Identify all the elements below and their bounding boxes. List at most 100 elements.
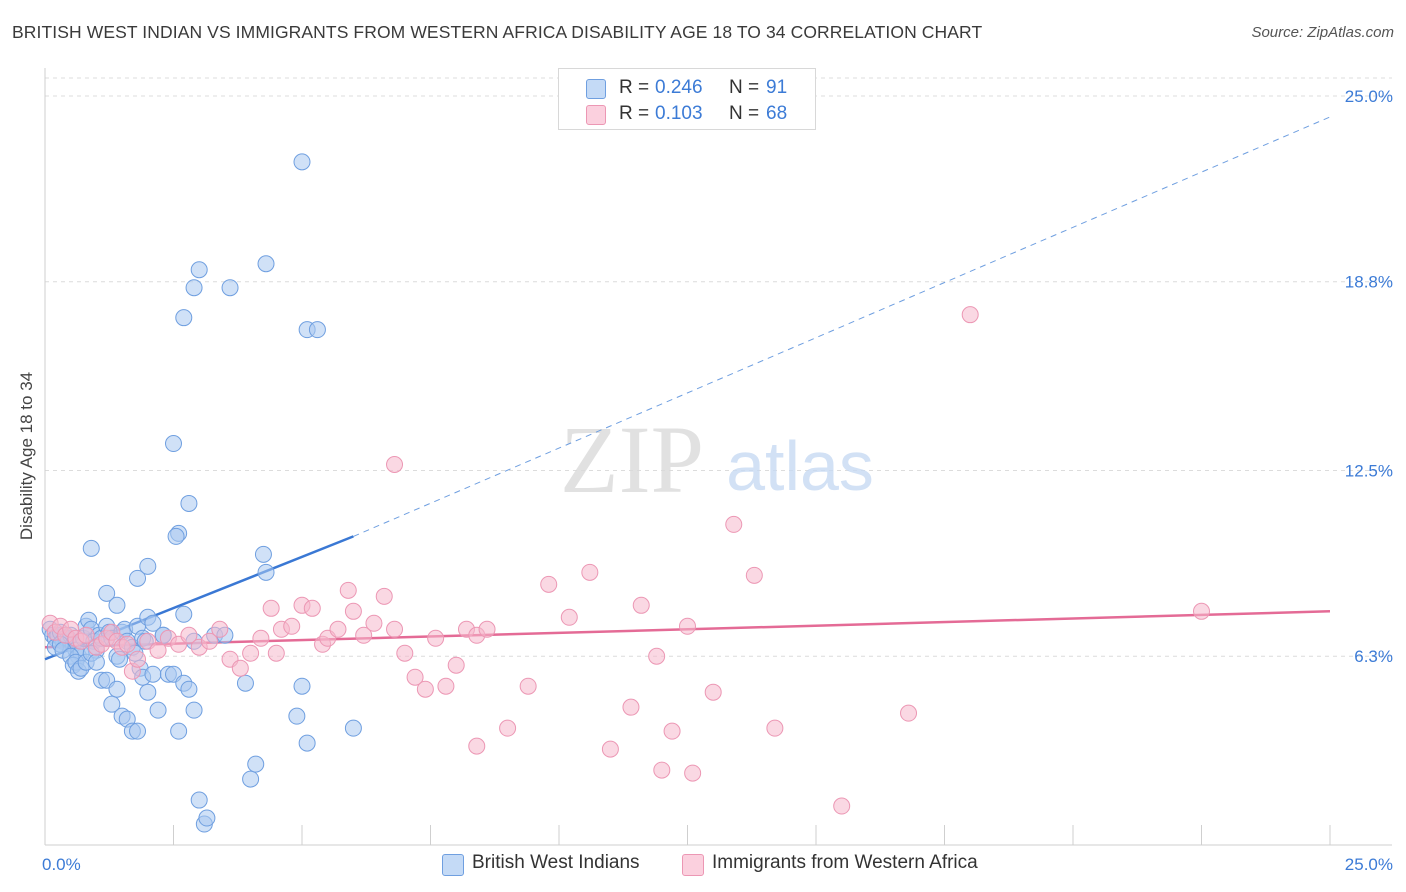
point-british-west-indians: [129, 722, 147, 740]
y-tick-label: 12.5%: [1345, 461, 1393, 480]
point-british-west-indians: [254, 545, 272, 563]
y-tick-label: 25.0%: [1345, 87, 1393, 106]
point-british-west-indians: [180, 680, 198, 698]
data-points: [41, 153, 1210, 833]
point-western-africa: [242, 644, 260, 662]
point-western-africa: [653, 761, 671, 779]
point-british-west-indians: [175, 309, 193, 327]
point-western-africa: [648, 647, 666, 665]
point-western-africa: [961, 306, 979, 324]
point-western-africa: [252, 629, 270, 647]
point-british-west-indians: [257, 563, 275, 581]
tick-labels: 6.3% 12.5% 18.8% 25.0% 0.0% 25.0%: [42, 87, 1393, 874]
point-british-west-indians: [129, 569, 147, 587]
legend-n-value: 91: [766, 77, 788, 98]
point-british-west-indians: [98, 584, 116, 602]
point-british-west-indians: [298, 734, 316, 752]
point-western-africa: [406, 668, 424, 686]
point-western-africa: [1193, 602, 1210, 620]
point-british-west-indians: [185, 279, 203, 297]
point-western-africa: [468, 737, 486, 755]
point-british-west-indians: [293, 153, 311, 171]
legend-swatch-blue: [586, 79, 606, 99]
point-western-africa: [262, 599, 280, 617]
point-western-africa: [900, 704, 918, 722]
point-british-west-indians: [103, 695, 121, 713]
point-western-africa: [231, 659, 249, 677]
legend-r-value: 0.246: [655, 77, 703, 98]
point-western-africa: [437, 677, 455, 695]
legend-n-value: 68: [766, 103, 788, 124]
point-british-west-indians: [198, 809, 216, 827]
point-western-africa: [129, 650, 147, 668]
point-western-africa: [745, 566, 763, 584]
point-british-west-indians: [170, 722, 188, 740]
point-british-west-indians: [190, 261, 208, 279]
point-western-africa: [833, 797, 851, 815]
trend-line-blue-extension: [353, 116, 1331, 537]
point-western-africa: [560, 608, 578, 626]
watermark-zip: ZIP: [560, 406, 704, 513]
point-british-west-indians: [144, 665, 162, 683]
point-western-africa: [766, 719, 784, 737]
axes: [44, 68, 1392, 846]
legend-label: British West Indians: [472, 852, 640, 873]
point-western-africa: [679, 617, 696, 635]
point-british-west-indians: [247, 755, 265, 773]
point-western-africa: [267, 644, 285, 662]
point-british-west-indians: [175, 605, 193, 623]
legend-n-label: N =: [729, 103, 760, 124]
point-british-west-indians: [180, 494, 198, 512]
x-tick-label: 0.0%: [42, 855, 81, 874]
point-western-africa: [684, 764, 702, 782]
point-western-africa: [663, 722, 681, 740]
point-british-west-indians: [185, 701, 203, 719]
point-british-west-indians: [82, 539, 100, 557]
point-western-africa: [180, 626, 198, 644]
source-label: Source: ZipAtlas.com: [1251, 24, 1394, 41]
legend-r-label: R =: [619, 103, 650, 124]
point-british-west-indians: [87, 653, 105, 671]
point-western-africa: [478, 620, 496, 638]
point-british-west-indians: [288, 707, 306, 725]
point-british-west-indians: [167, 527, 185, 545]
stats-legend: R = 0.246 N = 91 R = 0.103 N = 68: [558, 68, 816, 130]
point-western-africa: [632, 596, 650, 614]
point-western-africa: [540, 575, 558, 593]
trend-lines: [44, 116, 1331, 661]
point-western-africa: [344, 602, 362, 620]
point-western-africa: [329, 620, 347, 638]
y-tick-label: 18.8%: [1345, 273, 1393, 292]
point-british-west-indians: [190, 791, 208, 809]
point-british-west-indians: [108, 680, 126, 698]
watermark-atlas: atlas: [726, 427, 874, 505]
y-tick-label: 6.3%: [1354, 647, 1393, 666]
legend-r-value: 0.103: [655, 103, 703, 124]
point-western-africa: [396, 644, 414, 662]
point-western-africa: [519, 677, 537, 695]
point-british-west-indians: [144, 614, 162, 632]
point-western-africa: [303, 599, 321, 617]
legend-n-label: N =: [729, 77, 760, 98]
legend-swatch-pink: [586, 105, 606, 125]
point-western-africa: [416, 680, 434, 698]
point-western-africa: [375, 587, 393, 605]
point-western-africa: [149, 641, 167, 659]
point-british-west-indians: [242, 770, 260, 788]
point-western-africa: [581, 563, 599, 581]
point-british-west-indians: [293, 677, 311, 695]
point-western-africa: [118, 635, 136, 653]
point-british-west-indians: [236, 674, 254, 692]
point-western-africa: [386, 455, 404, 473]
gridlines: [45, 77, 1392, 657]
point-british-west-indians: [139, 557, 157, 575]
point-british-west-indians: [344, 719, 362, 737]
chart-title: BRITISH WEST INDIAN VS IMMIGRANTS FROM W…: [12, 22, 983, 42]
point-western-africa: [601, 740, 619, 758]
point-british-west-indians: [139, 683, 157, 701]
point-british-west-indians: [308, 321, 326, 339]
point-british-west-indians: [108, 596, 126, 614]
point-western-africa: [355, 626, 373, 644]
legend-swatch-blue: [442, 854, 464, 876]
